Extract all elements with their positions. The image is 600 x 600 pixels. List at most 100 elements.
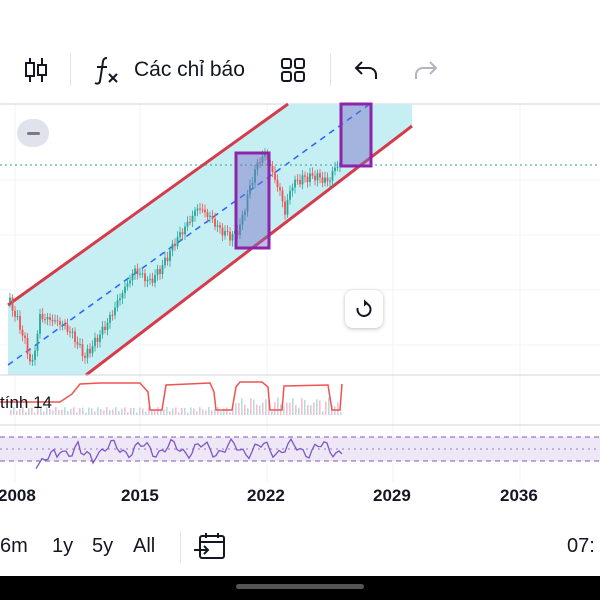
volume-bar: [310, 405, 312, 415]
volume-bar: [301, 398, 303, 415]
candle-body: [141, 273, 144, 275]
candle-body: [16, 315, 19, 317]
volume-bar: [340, 412, 342, 415]
candle-body: [31, 359, 34, 362]
candle-body: [9, 297, 11, 302]
volume-bar: [169, 411, 171, 415]
candle-body: [96, 337, 99, 342]
candle-body: [134, 268, 136, 274]
reset-chart-button[interactable]: [345, 290, 383, 328]
candle-body: [39, 314, 41, 334]
range-5y-button[interactable]: 5y: [92, 535, 114, 557]
candle-body: [61, 324, 64, 326]
time-axis-label: 2022: [247, 486, 285, 505]
volume-bar: [235, 403, 237, 415]
volume-bar: [178, 412, 180, 415]
volume-bar: [199, 407, 201, 415]
candle-body: [254, 169, 256, 183]
candle-body: [176, 237, 179, 247]
volume-bar: [73, 407, 75, 415]
volume-bar: [163, 409, 165, 415]
volume-bar: [37, 407, 39, 415]
candle-body: [154, 275, 156, 283]
candle-body: [69, 331, 71, 333]
volume-bar: [85, 412, 87, 415]
home-indicator[interactable]: [236, 584, 364, 589]
volume-bar: [229, 412, 231, 415]
volume-bar: [100, 409, 102, 415]
candle-body: [156, 268, 159, 276]
candle-body: [239, 224, 241, 235]
candle-body: [336, 166, 339, 168]
volume-bar: [34, 412, 36, 415]
range-1y-button[interactable]: 1y: [52, 535, 74, 557]
reset-icon: [356, 299, 372, 317]
volume-bar: [175, 407, 177, 415]
volume-bar: [43, 411, 45, 415]
volume-bar: [247, 408, 249, 415]
candle-body: [74, 331, 76, 343]
volume-bar: [22, 407, 24, 415]
volume-bar: [91, 408, 93, 415]
volume-bar: [58, 409, 60, 415]
volume-bar: [244, 404, 246, 415]
price-chart[interactable]: [0, 102, 600, 482]
candle-body: [326, 177, 329, 182]
volume-bar: [208, 407, 210, 415]
candle-body: [229, 231, 231, 241]
volume-bar: [118, 411, 120, 415]
candle-body: [204, 209, 206, 213]
candle-body: [64, 324, 66, 326]
candlestick-icon[interactable]: [20, 38, 52, 102]
chart-area[interactable]: [0, 102, 600, 482]
time-axis-label: 2029: [373, 486, 411, 505]
redo-icon[interactable]: [412, 38, 440, 102]
volume-bar: [202, 409, 204, 415]
candle-body: [256, 162, 259, 170]
candle-body: [289, 190, 291, 200]
candle-body: [56, 320, 59, 322]
volume-bar: [196, 411, 198, 415]
candle-body: [201, 209, 204, 211]
volume-bar: [145, 411, 147, 415]
volume-bar: [52, 410, 54, 415]
candle-body: [301, 175, 304, 185]
volume-bar: [148, 407, 150, 415]
candle-body: [281, 190, 284, 202]
candle-body: [271, 166, 274, 173]
candle-body: [246, 194, 249, 212]
volume-bar: [154, 410, 156, 415]
indicators-button[interactable]: Các chỉ báo: [92, 38, 258, 102]
candle-body: [304, 175, 306, 177]
candle-body: [211, 215, 214, 219]
bottom-bar: 6m 1y 5y All 07:: [0, 522, 600, 572]
chart-toolbar: Các chỉ báo: [0, 38, 600, 102]
candle-body: [41, 314, 44, 320]
layout-grid-icon[interactable]: [278, 38, 308, 102]
volume-bar: [184, 407, 186, 415]
candle-body: [114, 307, 116, 316]
indicator-legend-label[interactable]: tính 14: [0, 393, 52, 412]
candle-body: [79, 344, 81, 346]
time-axis[interactable]: 2008 2015 2022 2029 2036: [0, 482, 600, 512]
volume-bar: [214, 409, 216, 415]
status-bar: [0, 0, 600, 38]
indicator-line: [0, 381, 343, 411]
volume-bar: [127, 412, 129, 415]
volume-bar: [295, 404, 297, 415]
volume-bar: [274, 401, 276, 415]
calendar-goto-icon[interactable]: [194, 532, 228, 567]
volume-bar: [97, 407, 99, 415]
candle-body: [249, 185, 251, 195]
candle-body: [306, 176, 309, 182]
candle-body: [171, 243, 174, 251]
candle-body: [46, 317, 49, 320]
undo-icon[interactable]: [352, 38, 380, 102]
candle-body: [264, 153, 266, 157]
volume-bar: [124, 407, 126, 415]
volume-bar: [265, 399, 267, 415]
range-all-button[interactable]: All: [133, 535, 156, 557]
channel-upper-line: [7, 102, 289, 307]
range-6m-button[interactable]: 6m: [0, 535, 28, 557]
collapse-button[interactable]: [17, 119, 49, 147]
